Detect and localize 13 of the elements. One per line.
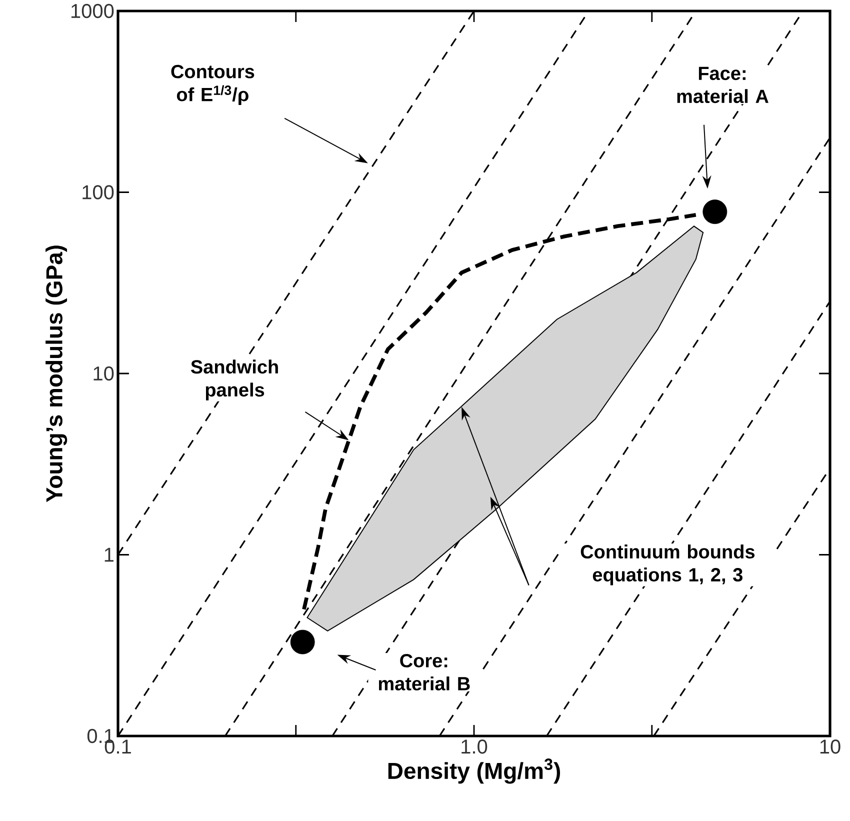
y-tick-label: 1 <box>104 548 114 562</box>
annotation: Contours of E$^{1/3}$/ρ <box>171 64 254 106</box>
x-axis-title: Density (Mg/m$^{3}$) <box>388 758 560 784</box>
y-tick-label: 10 <box>94 366 114 381</box>
annotation: Continuum bounds equations 1, 2, 3 <box>580 544 755 586</box>
y-tick-label: 1000 <box>71 4 114 18</box>
y-axis-title: Young’s modulus (GPa) <box>46 246 68 502</box>
annotation: Core: material B <box>378 654 470 690</box>
x-tick-label: 1.0 <box>462 740 488 754</box>
annotation: Face: material A <box>677 66 768 104</box>
x-tick-label: 10 <box>820 740 840 754</box>
y-tick-label: 100 <box>82 185 114 200</box>
annotation: Sandwich panels <box>190 360 278 400</box>
